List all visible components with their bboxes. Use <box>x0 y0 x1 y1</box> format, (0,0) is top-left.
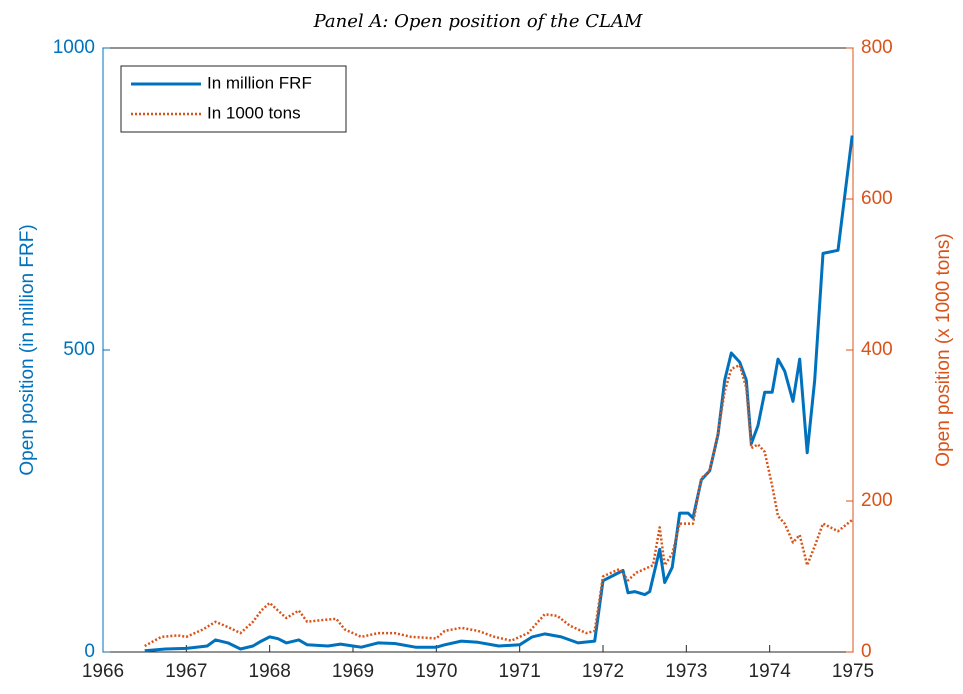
y2-tick-label: 600 <box>861 188 893 209</box>
y2-tick-label: 0 <box>861 641 872 662</box>
y-axis-label: Open position (in million FRF) <box>17 224 38 475</box>
x-tick-label: 1974 <box>749 661 792 682</box>
y2-axis-label: Open position (x 1000 tons) <box>933 233 954 466</box>
y2-tick-label: 200 <box>861 490 893 511</box>
x-tick-label: 1972 <box>582 661 624 682</box>
legend-box <box>120 65 347 133</box>
y-tick-label: 0 <box>84 641 95 662</box>
x-tick-label: 1969 <box>332 661 374 682</box>
chart-title: Panel A: Open position of the CLAM <box>313 11 643 32</box>
y-tick-label: 1000 <box>53 37 95 58</box>
x-tick-label: 1967 <box>165 661 207 682</box>
series-line <box>144 363 853 648</box>
y-tick-label: 500 <box>63 339 95 360</box>
x-tick-label: 1973 <box>665 661 707 682</box>
x-tick-label: 1975 <box>832 661 874 682</box>
x-tick-label: 1968 <box>249 661 291 682</box>
plot-frame <box>102 47 854 653</box>
x-tick-label: 1966 <box>82 661 124 682</box>
y2-tick-label: 800 <box>861 37 893 58</box>
legend-label: In 1000 tons <box>207 103 301 122</box>
y2-tick-label: 400 <box>861 339 893 360</box>
legend-label: In million FRF <box>207 73 312 92</box>
x-tick-label: 1970 <box>415 661 457 682</box>
x-tick-label: 1971 <box>499 661 541 682</box>
